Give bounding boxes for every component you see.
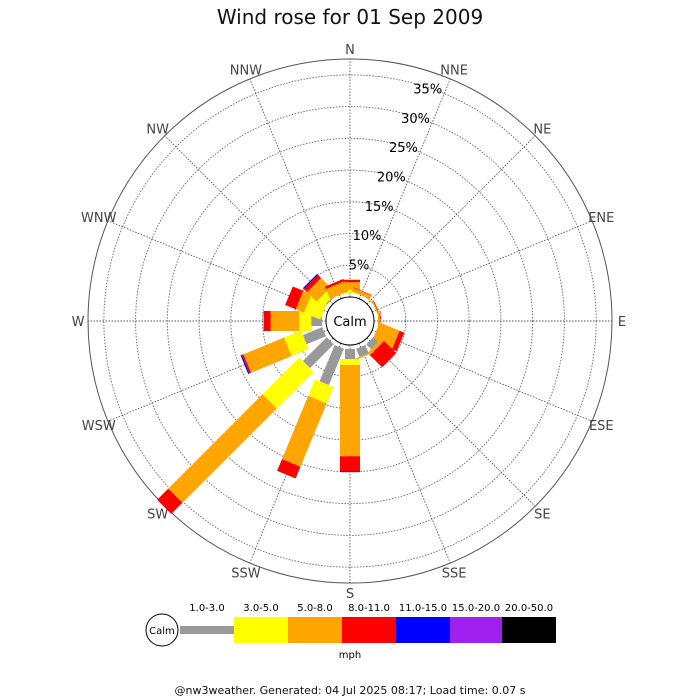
petal-segment-ssw-0	[319, 345, 344, 386]
petal-segment-wsw-4	[240, 355, 250, 374]
petal-segment-nne-3	[352, 287, 372, 296]
petal-segment-wsw-2	[243, 337, 292, 373]
legend-swatch-3	[342, 617, 396, 643]
petal-segment-wsw-0	[302, 327, 326, 345]
petal-segment-s-2	[340, 364, 360, 457]
petal-segment-se-3	[369, 340, 397, 368]
petal-segment-wnw-3	[285, 286, 304, 310]
radial-tick-label: 35%	[413, 83, 442, 98]
petal-segment-w-2	[270, 311, 300, 331]
radial-tick-label: 30%	[401, 112, 430, 127]
spoke-line	[164, 135, 334, 305]
legend-swatch-1	[234, 617, 288, 643]
petal-segment-n-3	[340, 279, 360, 283]
legend-swatch-5	[450, 617, 502, 643]
footer-text: @nw3weather. Generated: 04 Jul 2025 08:1…	[174, 684, 526, 697]
direction-label: E	[618, 315, 626, 330]
direction-label: SSE	[442, 566, 467, 581]
direction-label: SW	[147, 507, 168, 522]
spoke-line	[366, 337, 536, 507]
radial-tick-label: 10%	[353, 229, 382, 244]
spoke-line	[372, 329, 593, 422]
petal-segment-s-0	[345, 349, 355, 360]
petal-segment-wsw-3	[241, 354, 252, 374]
petal-segment-s-1	[340, 359, 360, 365]
petal-segment-ssw-3	[277, 459, 301, 479]
petal-segment-sse-2	[354, 351, 374, 361]
direction-label: NE	[533, 123, 551, 138]
calm-label: Calm	[333, 315, 366, 330]
petal-segment-nw-0	[325, 296, 334, 305]
direction-label: ENE	[588, 211, 614, 226]
direction-label: SSW	[231, 566, 261, 581]
petal-segment-ese-3	[392, 330, 405, 352]
direction-label: W	[72, 315, 85, 330]
direction-label: S	[346, 587, 354, 602]
direction-label: WNW	[81, 211, 117, 226]
petal-segment-se-0	[366, 337, 379, 350]
petal-segment-sw-1	[262, 357, 314, 409]
spoke-line	[372, 220, 593, 313]
direction-label: ESE	[589, 419, 614, 434]
petal-segment-sse-0	[356, 345, 369, 357]
direction-label: NNW	[230, 64, 262, 79]
radial-tick-label: 25%	[389, 141, 418, 156]
petal-segment-sw-2	[168, 394, 277, 503]
petal-segment-s-4	[340, 471, 360, 473]
spoke-line	[358, 343, 451, 564]
spoke-line	[358, 78, 451, 299]
calm-circle	[325, 296, 375, 346]
legend-calm-circle	[145, 613, 179, 647]
petal-segment-se-2	[367, 338, 385, 356]
direction-label: WSW	[82, 419, 116, 434]
direction-label: NNE	[440, 64, 468, 79]
legend-swatch-2	[288, 617, 342, 643]
legend-bin-label: 11.0-15.0	[399, 603, 447, 614]
legend-bin-label: 3.0-5.0	[243, 603, 278, 614]
petal-segment-nw-2	[307, 278, 331, 302]
direction-label: NW	[146, 123, 169, 138]
petal-segment-sw-0	[302, 337, 334, 369]
legend-swatch-6	[502, 617, 556, 643]
grid-circle	[166, 137, 534, 505]
legend-swatch-4	[396, 617, 450, 643]
petal-segment-ssw-1	[308, 379, 334, 404]
legend-bin-label: 20.0-50.0	[505, 603, 553, 614]
petal-segment-sw-3	[157, 488, 183, 514]
spoke-line	[366, 135, 536, 305]
radial-tick-label: 15%	[365, 200, 394, 215]
legend-bin-label: 15.0-20.0	[452, 603, 500, 614]
legend-unit-label: mph	[339, 650, 361, 661]
petal-segment-nw-3	[303, 274, 322, 293]
legend-bin-label: 5.0-8.0	[297, 603, 332, 614]
petal-segment-wsw-1	[284, 330, 309, 356]
legend-bin-label: 8.0-11.0	[348, 603, 390, 614]
petal-segment-nnw-2	[325, 281, 349, 299]
spoke-line	[249, 78, 342, 299]
radial-tick-label: 20%	[377, 171, 406, 186]
petal-segment-ssw-2	[282, 395, 327, 467]
direction-label: SE	[534, 507, 550, 522]
legend-bin-label: 1.0-3.0	[189, 603, 224, 614]
petal-segment-w-3	[263, 311, 271, 331]
legend-calm-label: Calm	[149, 626, 175, 637]
petal-segment-wnw-2	[295, 290, 312, 313]
direction-label: N	[345, 43, 355, 58]
petal-segment-s-3	[340, 456, 360, 472]
legend-swatch-0	[180, 626, 234, 634]
radial-tick-label: 5%	[349, 259, 370, 274]
petal-segment-nw-4	[302, 273, 318, 289]
petal-segment-w-1	[299, 311, 312, 331]
petal-segment-nnw-3	[324, 279, 345, 289]
chart-title: Wind rose for 01 Sep 2009	[216, 5, 484, 29]
